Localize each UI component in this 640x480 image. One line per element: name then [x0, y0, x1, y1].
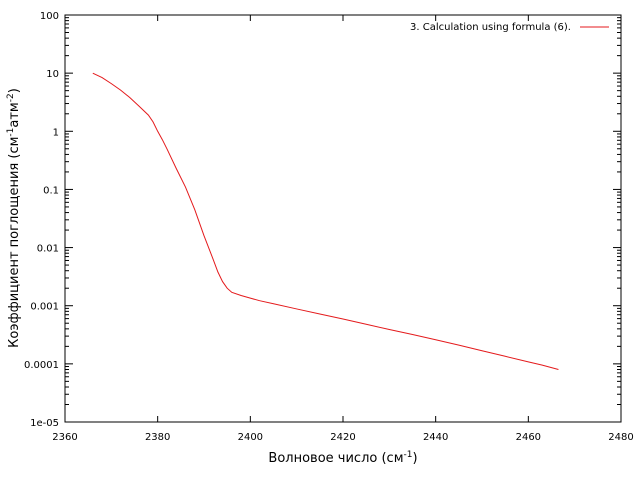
- x-axis: 2360 2380 2400 2420 2440 2460 2480: [52, 15, 634, 443]
- x-tick-label: 2480: [608, 432, 633, 443]
- y-tick-label: 10: [46, 69, 59, 80]
- legend-label: 3. Calculation using formula (6).: [410, 22, 571, 33]
- legend: 3. Calculation using formula (6).: [410, 22, 609, 33]
- series-layer: [92, 72, 559, 370]
- y-tick-label: 1e-05: [30, 418, 59, 429]
- x-tick-label: 2420: [330, 432, 355, 443]
- plot-frame: [64, 14, 622, 423]
- series-line: [92, 72, 559, 370]
- x-tick-label: 2400: [238, 432, 263, 443]
- x-tick-label: 2460: [516, 432, 541, 443]
- y-tick-label: 100: [40, 11, 59, 22]
- y-tick-label: 1: [53, 127, 59, 138]
- y-axis: 1e-05 0.0001 0.001 0.01 0.1 1 10 100: [24, 11, 621, 429]
- y-tick-label: 0.01: [37, 244, 59, 255]
- x-axis-title: Волновое число (см-1): [268, 450, 417, 466]
- y-axis-title: Коэффициент поглощения (см-1атм-2): [6, 88, 22, 348]
- x-tick-label: 2380: [145, 432, 170, 443]
- y-tick-label: 0.0001: [24, 360, 59, 371]
- y-tick-label: 0.001: [30, 302, 59, 313]
- x-tick-label: 2360: [52, 432, 77, 443]
- y-tick-label: 0.1: [43, 185, 59, 196]
- x-tick-label: 2440: [423, 432, 448, 443]
